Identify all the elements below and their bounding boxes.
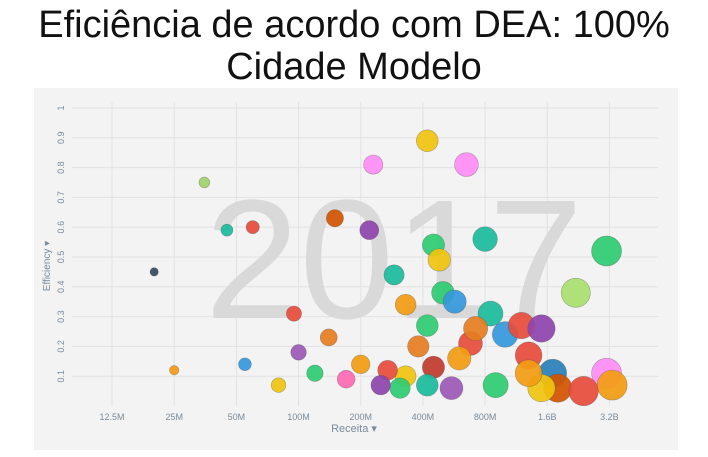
bubble-chart[interactable]: 2017 12.5M 25M 50M 100M 200M 400M 800M 1.6B 3.2B… xyxy=(34,88,678,450)
bubble-point[interactable] xyxy=(407,335,430,358)
x-tick-label: 25M xyxy=(165,412,183,422)
bubble-point[interactable] xyxy=(477,300,504,327)
x-tick-label: 200M xyxy=(349,412,372,422)
bubble-point[interactable] xyxy=(169,365,180,376)
bubble-point[interactable] xyxy=(560,277,591,308)
x-axis-label[interactable]: Receita ▾ xyxy=(331,423,377,435)
y-tick-label: 0.3 xyxy=(56,310,66,323)
chart-title: Eficiência de acordo com DEA: 100% xyxy=(38,4,670,46)
data-points[interactable] xyxy=(149,129,628,407)
bubble-point[interactable] xyxy=(463,316,489,341)
bubble-point[interactable] xyxy=(416,129,439,152)
bubble-point[interactable] xyxy=(389,377,411,399)
y-tick-label: 0.6 xyxy=(56,221,66,234)
bubble-point[interactable] xyxy=(439,376,464,400)
bubble-point[interactable] xyxy=(319,328,338,347)
x-tick-label: 12.5M xyxy=(100,412,125,422)
x-axis-label-text: Receita xyxy=(331,423,369,435)
bubble-point[interactable] xyxy=(359,220,380,240)
grid-lines xyxy=(72,102,658,406)
bubble-point[interactable] xyxy=(198,176,211,189)
bubble-point[interactable] xyxy=(416,373,439,397)
y-tick-label: 0.5 xyxy=(56,251,66,264)
y-tick-label: 0.4 xyxy=(56,281,66,294)
bubble-point[interactable] xyxy=(416,314,439,337)
bubble-point[interactable] xyxy=(336,369,356,389)
bubble-point[interactable] xyxy=(383,264,405,286)
y-tick-label: 0.7 xyxy=(56,191,66,204)
bubble-point[interactable] xyxy=(482,372,509,399)
y-axis-label-text: Efficiency xyxy=(42,249,53,292)
bubble-point[interactable] xyxy=(472,226,498,252)
x-tick-label: 1.6B xyxy=(538,412,557,422)
y-axis-label[interactable]: Efficiency ▾ xyxy=(42,241,53,291)
bubble-point[interactable] xyxy=(149,267,159,277)
bubble-point[interactable] xyxy=(442,289,467,314)
y-tick-label: 0.9 xyxy=(56,132,66,145)
y-tick-label: 0.8 xyxy=(56,161,66,174)
y-axis-ticks: 0.1 0.2 0.3 0.4 0.5 0.6 0.7 0.8 0.9 1 xyxy=(56,105,66,382)
bubble-point[interactable] xyxy=(596,369,628,401)
y-tick-label: 0.1 xyxy=(56,370,66,383)
bubble-point[interactable] xyxy=(527,314,556,343)
chart-svg[interactable]: 2017 12.5M 25M 50M 100M 200M 400M 800M 1.6B 3.2B… xyxy=(34,88,678,450)
bubble-point[interactable] xyxy=(394,293,417,316)
bubble-point[interactable] xyxy=(447,346,472,371)
bubble-point[interactable] xyxy=(306,364,324,382)
bubble-point[interactable] xyxy=(326,209,344,228)
x-tick-label: 100M xyxy=(287,412,310,422)
bubble-point[interactable] xyxy=(351,354,371,374)
bubble-point[interactable] xyxy=(514,359,543,387)
x-tick-label: 50M xyxy=(228,412,246,422)
bubble-point[interactable] xyxy=(370,375,391,396)
bubble-point[interactable] xyxy=(591,235,622,267)
bubble-point[interactable] xyxy=(454,152,479,177)
x-tick-label: 3.2B xyxy=(600,412,619,422)
bubble-point[interactable] xyxy=(427,248,451,272)
bubble-point[interactable] xyxy=(290,344,307,361)
chart-subtitle: Cidade Modelo xyxy=(226,46,482,88)
bubble-point[interactable] xyxy=(238,357,252,371)
x-axis-ticks: 12.5M 25M 50M 100M 200M 400M 800M 1.6B 3.2B xyxy=(100,412,619,422)
bubble-point[interactable] xyxy=(363,154,384,175)
bubble-point[interactable] xyxy=(568,376,599,407)
x-tick-label: 800M xyxy=(474,412,497,422)
bubble-point[interactable] xyxy=(270,377,287,393)
bubble-point[interactable] xyxy=(286,305,302,322)
y-tick-label: 1 xyxy=(56,105,66,110)
bubble-point[interactable] xyxy=(245,220,260,235)
bubble-point[interactable] xyxy=(220,223,234,237)
x-tick-label: 400M xyxy=(412,412,435,422)
y-tick-label: 0.2 xyxy=(56,340,66,353)
